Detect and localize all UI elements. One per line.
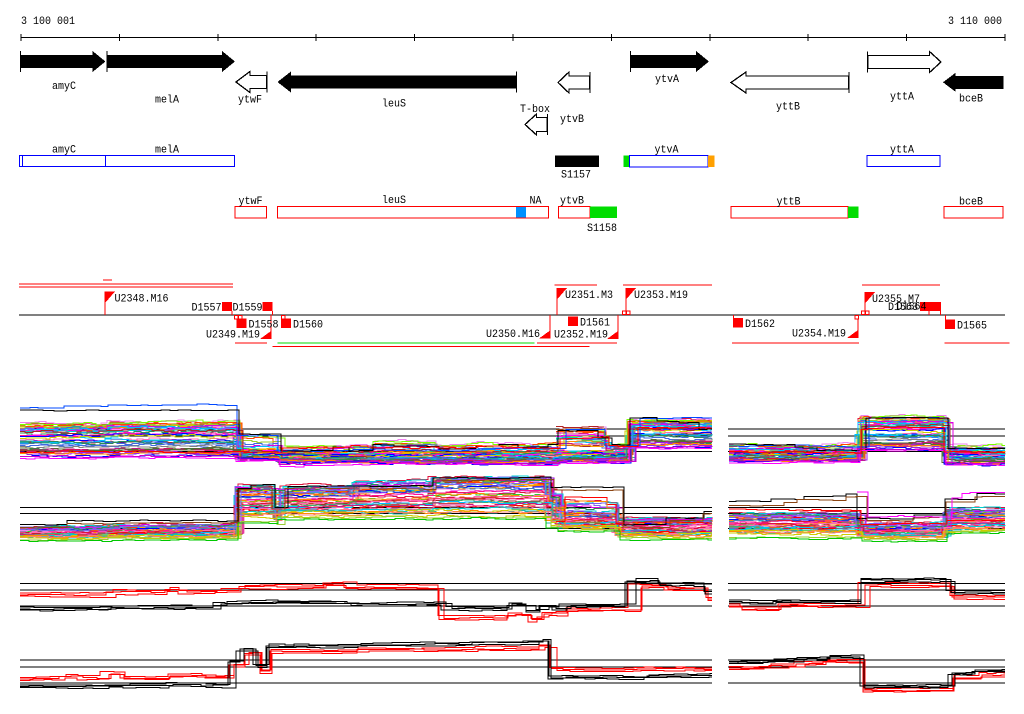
- svg-text:ytvA: ytvA: [655, 145, 679, 157]
- svg-text:melA: melA: [155, 145, 179, 157]
- svg-text:melA: melA: [155, 95, 179, 107]
- svg-text:D1563: D1563: [888, 302, 918, 314]
- svg-text:U2352.M19: U2352.M19: [554, 330, 608, 342]
- svg-text:S1158: S1158: [587, 223, 617, 235]
- svg-text:ytvB: ytvB: [560, 196, 584, 208]
- svg-text:D1559: D1559: [233, 303, 263, 315]
- svg-text:D1560: D1560: [293, 320, 323, 332]
- svg-text:3 100 001: 3 100 001: [21, 16, 75, 28]
- svg-text:NA: NA: [530, 196, 542, 208]
- svg-text:D1562: D1562: [745, 319, 775, 331]
- svg-text:bceB: bceB: [959, 197, 983, 209]
- svg-text:yttB: yttB: [776, 102, 800, 114]
- svg-text:yttA: yttA: [890, 92, 914, 104]
- svg-text:yttB: yttB: [777, 197, 801, 209]
- svg-text:yttA: yttA: [890, 145, 914, 157]
- svg-text:leuS: leuS: [382, 99, 406, 111]
- svg-text:3 110 000: 3 110 000: [948, 16, 1002, 28]
- svg-text:ytwF: ytwF: [238, 95, 262, 107]
- svg-text:D1557: D1557: [192, 303, 222, 315]
- svg-text:ytwF: ytwF: [239, 196, 263, 208]
- svg-text:U2353.M19: U2353.M19: [634, 290, 688, 302]
- svg-text:U2354.M19: U2354.M19: [792, 329, 846, 341]
- svg-text:amyC: amyC: [52, 81, 76, 93]
- svg-text:U2350.M16: U2350.M16: [486, 329, 540, 341]
- svg-text:D1564: D1564: [897, 302, 927, 314]
- svg-text:leuS: leuS: [382, 195, 406, 207]
- svg-text:D1558: D1558: [249, 320, 279, 332]
- svg-text:ytvB: ytvB: [560, 114, 584, 126]
- svg-text:amyC: amyC: [52, 145, 76, 157]
- svg-text:D1561: D1561: [580, 318, 610, 330]
- svg-text:U2348.M16: U2348.M16: [115, 294, 169, 306]
- svg-text:U2351.M3: U2351.M3: [565, 290, 613, 302]
- svg-text:T-box: T-box: [520, 104, 550, 116]
- svg-text:bceB: bceB: [959, 94, 983, 106]
- svg-text:U2355.M7: U2355.M7: [872, 294, 920, 306]
- svg-text:ytvA: ytvA: [655, 74, 679, 86]
- svg-text:U2349.M19: U2349.M19: [206, 330, 260, 342]
- svg-text:S1157: S1157: [561, 170, 591, 182]
- svg-text:D1565: D1565: [957, 321, 987, 333]
